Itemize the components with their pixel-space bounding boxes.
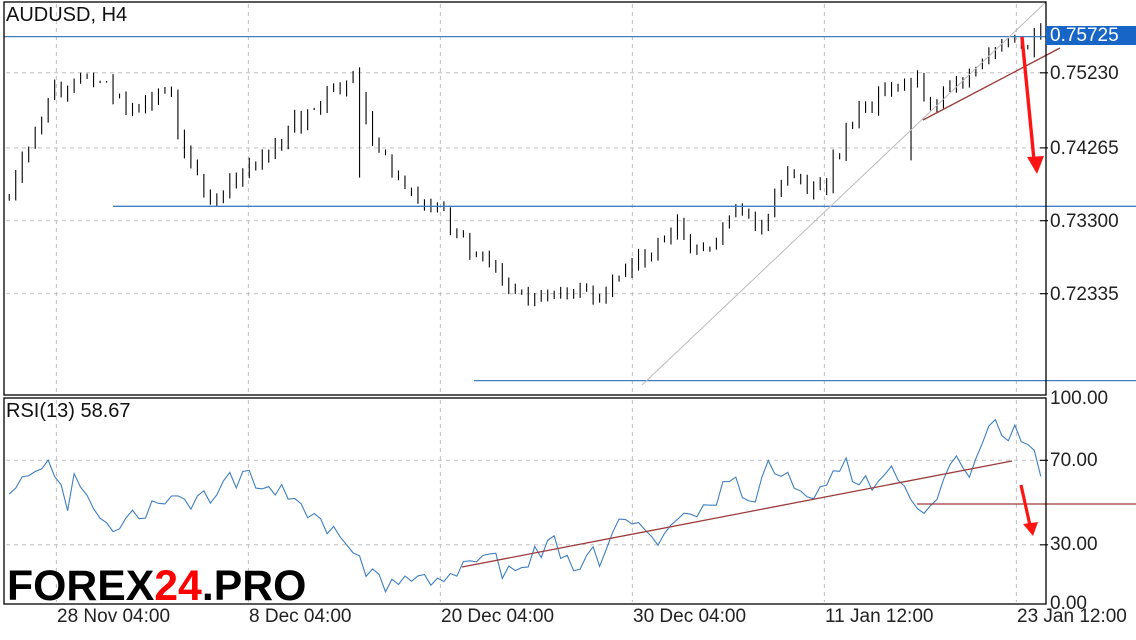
svg-text:0.75725: 0.75725 [1050,25,1119,46]
